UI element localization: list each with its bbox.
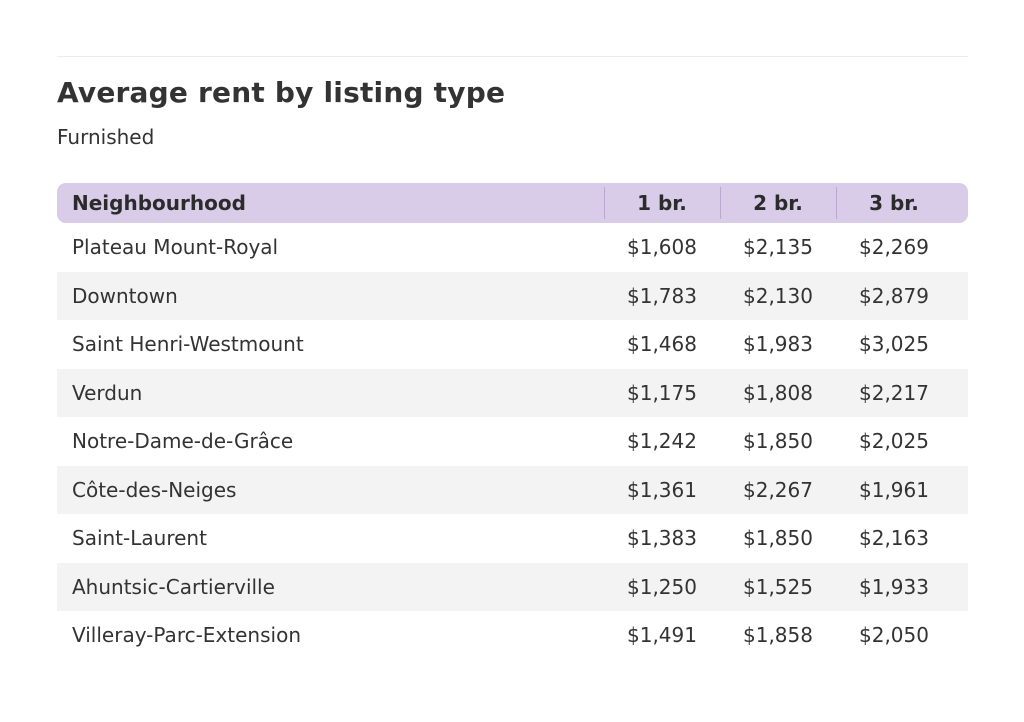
cell-neighbourhood: Villeray-Parc-Extension (72, 623, 301, 648)
column-header-3br: 3 br. (869, 191, 919, 215)
cell-1br: $1,250 (627, 574, 697, 599)
cell-3br: $2,050 (859, 623, 929, 648)
table-body: Plateau Mount-Royal $1,608 $2,135 $2,269 Dow… (57, 223, 968, 660)
cell-1br: $1,361 (627, 477, 697, 502)
cell-neighbourhood: Notre-Dame-de-Grâce (72, 429, 294, 454)
cell-3br: $3,025 (859, 332, 929, 357)
column-header-neighbourhood: Neighbourhood (72, 191, 246, 215)
cell-1br: $1,175 (627, 380, 697, 405)
cell-1br: $1,783 (627, 283, 697, 308)
cell-neighbourhood: Verdun (72, 380, 143, 405)
chart-subtitle: Furnished (57, 125, 155, 149)
column-header-2br: 2 br. (753, 191, 803, 215)
cell-3br: $2,163 (859, 526, 929, 551)
header-separator (720, 187, 721, 219)
cell-2br: $1,858 (743, 623, 813, 648)
cell-neighbourhood: Côte-des-Neiges (72, 477, 237, 502)
table-row: Plateau Mount-Royal $1,608 $2,135 $2,269 (57, 223, 968, 272)
table-row: Notre-Dame-de-Grâce $1,242 $1,850 $2,025 (57, 417, 968, 466)
header-separator (604, 187, 605, 219)
cell-3br: $2,269 (859, 235, 929, 260)
header-separator (836, 187, 837, 219)
cell-neighbourhood: Saint-Laurent (72, 526, 207, 551)
cell-1br: $1,608 (627, 235, 697, 260)
cell-1br: $1,383 (627, 526, 697, 551)
chart-title: Average rent by listing type (57, 76, 506, 109)
cell-3br: $2,879 (859, 283, 929, 308)
cell-2br: $1,850 (743, 429, 813, 454)
table-row: Villeray-Parc-Extension $1,491 $1,858 $2,05… (57, 611, 968, 660)
cell-neighbourhood: Downtown (72, 283, 178, 308)
cell-2br: $1,525 (743, 574, 813, 599)
cell-3br: $2,025 (859, 429, 929, 454)
cell-neighbourhood: Ahuntsic-Cartierville (72, 574, 275, 599)
cell-2br: $1,808 (743, 380, 813, 405)
cell-3br: $1,933 (859, 574, 929, 599)
cell-neighbourhood: Plateau Mount-Royal (72, 235, 279, 260)
cell-neighbourhood: Saint Henri-Westmount (72, 332, 304, 357)
rent-table: Neighbourhood 1 br. 2 br. 3 br. Plateau … (57, 183, 968, 660)
cell-1br: $1,491 (627, 623, 697, 648)
cell-1br: $1,242 (627, 429, 697, 454)
table-row: Saint Henri-Westmount $1,468 $1,983 $3,025 (57, 320, 968, 369)
cell-2br: $2,267 (743, 477, 813, 502)
cell-1br: $1,468 (627, 332, 697, 357)
cell-3br: $1,961 (859, 477, 929, 502)
table-row: Ahuntsic-Cartierville $1,250 $1,525 $1,933 (57, 562, 968, 611)
cell-2br: $2,130 (743, 283, 813, 308)
table-row: Verdun $1,175 $1,808 $2,217 (57, 368, 968, 417)
cell-2br: $1,983 (743, 332, 813, 357)
table-row: Côte-des-Neiges $1,361 $2,267 $1,961 (57, 465, 968, 514)
column-header-1br: 1 br. (637, 191, 687, 215)
cell-2br: $1,850 (743, 526, 813, 551)
table-header: Neighbourhood 1 br. 2 br. 3 br. (57, 183, 968, 223)
table-row: Downtown $1,783 $2,130 $2,879 (57, 271, 968, 320)
cell-2br: $2,135 (743, 235, 813, 260)
cell-3br: $2,217 (859, 380, 929, 405)
table-row: Saint-Laurent $1,383 $1,850 $2,163 (57, 514, 968, 563)
top-divider (57, 56, 968, 57)
